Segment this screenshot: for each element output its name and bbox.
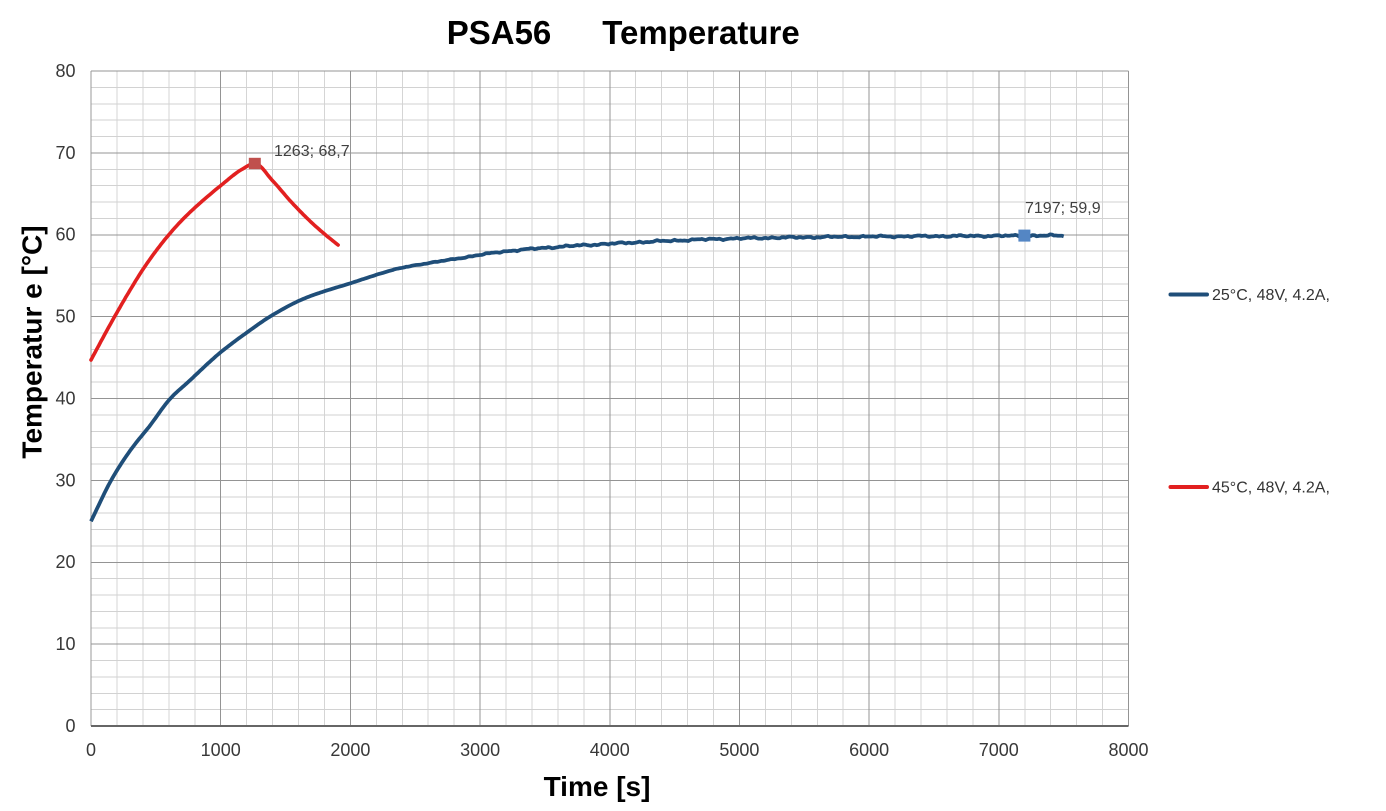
svg-text:1000: 1000	[201, 740, 241, 760]
svg-text:45°C, 48V, 4.2A,: 45°C, 48V, 4.2A,	[1212, 480, 1330, 497]
svg-text:Temperatur e [°C]: Temperatur e [°C]	[17, 225, 48, 458]
svg-text:3000: 3000	[460, 740, 500, 760]
svg-text:8000: 8000	[1108, 740, 1148, 760]
svg-text:30: 30	[55, 470, 75, 490]
svg-text:20: 20	[55, 552, 75, 572]
svg-text:0: 0	[65, 716, 75, 736]
svg-text:70: 70	[55, 143, 75, 163]
svg-text:Temperature: Temperature	[602, 14, 799, 51]
svg-text:7197; 59,9: 7197; 59,9	[1025, 200, 1101, 217]
svg-text:6000: 6000	[849, 740, 889, 760]
svg-text:50: 50	[55, 307, 75, 327]
svg-text:PSA56: PSA56	[447, 14, 552, 51]
svg-text:Time [s]: Time [s]	[544, 771, 651, 802]
svg-text:40: 40	[55, 388, 75, 408]
svg-text:4000: 4000	[590, 740, 630, 760]
svg-text:0: 0	[86, 740, 96, 760]
svg-text:7000: 7000	[979, 740, 1019, 760]
svg-text:10: 10	[55, 634, 75, 654]
svg-text:2000: 2000	[330, 740, 370, 760]
svg-text:80: 80	[55, 61, 75, 81]
svg-text:1263; 68,7: 1263; 68,7	[274, 143, 350, 160]
svg-text:25°C, 48V, 4.2A,: 25°C, 48V, 4.2A,	[1212, 287, 1330, 304]
svg-text:5000: 5000	[719, 740, 759, 760]
svg-text:60: 60	[55, 225, 75, 245]
